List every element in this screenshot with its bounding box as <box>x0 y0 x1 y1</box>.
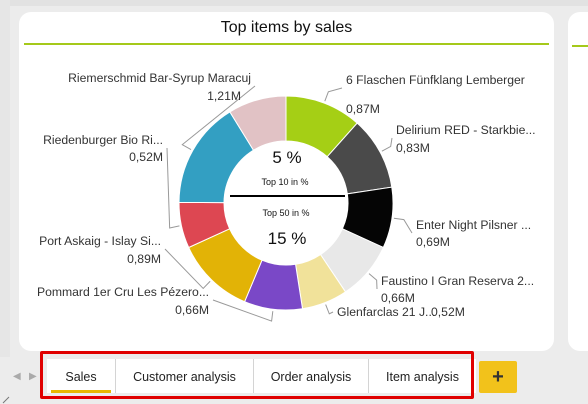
donut-slice[interactable] <box>229 95 287 151</box>
leader-line <box>164 248 211 290</box>
slice-value-label: 0,87M <box>346 102 380 116</box>
slice-value-label: 0,89M <box>127 252 161 266</box>
scroll-right-icon[interactable]: ▶ <box>29 371 37 382</box>
corner-tick-icon <box>2 396 10 404</box>
leader-lines <box>164 85 413 322</box>
slice-category-label: Riemerschmid Bar-Syrup Maracuj <box>68 71 251 85</box>
tab-customer-analysis-label: Customer analysis <box>133 370 236 384</box>
slice-category-label: Port Askaig - Islay Si... <box>39 234 161 248</box>
card-title: Top items by sales <box>220 19 353 36</box>
leader-line <box>324 87 343 102</box>
slice-value-label: 0,52M <box>129 150 163 164</box>
donut-chart[interactable]: 6 Flaschen Fünfklang Lemberger 0,87M Delir… <box>19 12 554 351</box>
slice-value-label: 0,69M <box>416 235 450 249</box>
center-top-label: Top 10 in % <box>261 177 308 187</box>
tab-item-analysis-label: Item analysis <box>386 370 459 384</box>
slice-labels: 6 Flaschen Fünfklang Lemberger 0,87M Delir… <box>37 71 536 319</box>
add-page-button[interactable]: + <box>479 361 517 393</box>
slice-value-label: 1,21M <box>207 89 241 103</box>
leader-line <box>325 304 334 315</box>
top-strip <box>0 0 588 6</box>
tab-order-analysis-label: Order analysis <box>270 370 352 384</box>
slice-category-label: Glenfarclas 21 J... <box>337 305 435 319</box>
tab-customer-analysis[interactable]: Customer analysis <box>116 359 254 393</box>
left-edge-panel <box>0 0 10 360</box>
title-underline <box>24 43 549 45</box>
leader-line <box>381 137 393 152</box>
next-card-title-underline <box>572 45 588 47</box>
scroll-left-icon[interactable]: ◀ <box>13 371 21 382</box>
top-items-card[interactable]: Top items by sales 6 Flaschen Fünfklang … <box>19 12 554 351</box>
center-bottom-label: Top 50 in % <box>262 208 309 218</box>
slice-category-label: 6 Flaschen Fünfklang Lemberger <box>346 73 525 87</box>
slice-category-label: Pommard 1er Cru Les Pézero... <box>37 285 209 299</box>
center-bottom-value: 15 % <box>268 229 307 248</box>
center-top-value: 5 % <box>272 148 301 167</box>
tab-order-analysis[interactable]: Order analysis <box>254 359 369 393</box>
tab-item-analysis[interactable]: Item analysis <box>369 359 476 393</box>
tabs-highlight-outline <box>40 351 474 399</box>
tab-sales[interactable]: Sales <box>47 359 116 393</box>
leader-line <box>212 299 274 322</box>
slice-value-label: 0,83M <box>396 141 430 155</box>
leader-line <box>181 85 256 150</box>
donut-slices <box>178 95 394 311</box>
plus-icon: + <box>492 366 504 388</box>
page-tabs: Sales Customer analysis Order analysis I… <box>47 359 476 393</box>
slice-value-label: 0,66M <box>381 291 415 305</box>
slice-category-label: Delirium RED - Starkbie... <box>396 123 536 137</box>
slice-category-label: Riedenburger Bio Ri... <box>43 133 163 147</box>
slice-value-label: 0,52M <box>431 305 465 319</box>
tab-sales-label: Sales <box>65 370 97 384</box>
slice-value-label: 0,66M <box>175 303 209 317</box>
leader-line <box>368 273 378 290</box>
slice-category-label: Enter Night Pilsner ... <box>416 218 531 232</box>
leader-line <box>393 217 413 234</box>
slice-category-label: Faustino I Gran Reserva 2... <box>381 274 534 288</box>
next-visual-card[interactable] <box>568 12 588 351</box>
leader-line <box>166 147 180 229</box>
